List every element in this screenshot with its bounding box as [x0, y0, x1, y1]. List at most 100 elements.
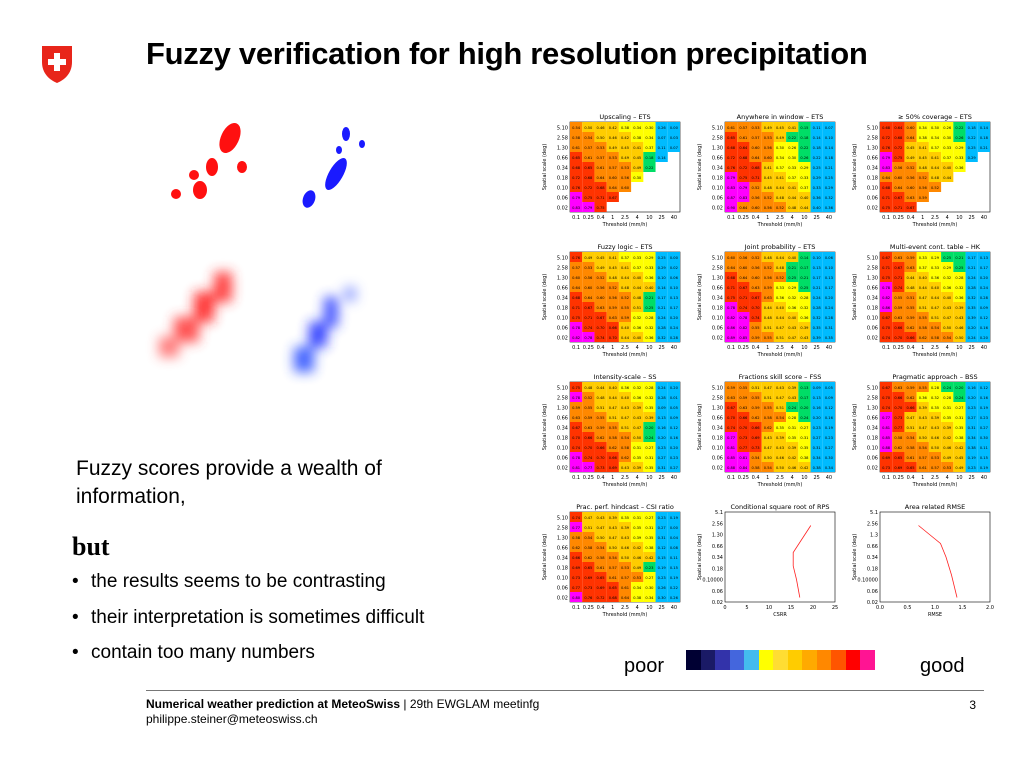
legend-swatch [816, 650, 831, 670]
score-cell-value: 0.46 [955, 326, 964, 330]
y-axis-label: Spatial scale (deg) [697, 274, 703, 321]
y-tick-label: 0.66 [712, 156, 723, 162]
score-cell [953, 302, 966, 312]
y-tick-label: 2.58 [867, 396, 878, 402]
score-cell-value: 0.64 [894, 126, 903, 130]
score-cell-value: 0.20 [800, 406, 809, 410]
score-cell-value: 0.75 [597, 206, 605, 210]
score-cell [916, 262, 929, 272]
score-cell [594, 132, 607, 142]
score-cell [892, 132, 905, 142]
score-cell-value: 0.26 [943, 126, 952, 130]
score-cell [618, 442, 632, 452]
score-cell [618, 542, 632, 552]
x-tick-label: 4 [636, 215, 639, 221]
score-cell-value: 0.49 [943, 456, 952, 460]
score-cell [822, 172, 835, 182]
y-tick-label: 5.10 [712, 386, 723, 392]
x-tick-label: 1 [611, 345, 614, 351]
score-cell-value: 0.75 [584, 196, 592, 200]
y-tick-label: 0.02 [557, 206, 568, 212]
score-cell-value: 0.24 [788, 406, 797, 410]
score-cell-value: 0.41 [764, 166, 772, 170]
score-cell-value: 0.76 [572, 186, 581, 190]
score-cell [737, 162, 750, 172]
score-cell [941, 252, 954, 262]
x-tick-label: 25 [658, 475, 664, 481]
score-cell [892, 162, 905, 172]
score-cell [810, 262, 823, 272]
score-cell [655, 132, 668, 142]
score-cell [977, 132, 990, 142]
score-cell-value: 0.55 [584, 406, 592, 410]
score-cell [570, 582, 583, 592]
score-cell-value: 0.67 [894, 196, 902, 200]
score-cell-value: 0.56 [764, 206, 773, 210]
bullet-item: the results seems to be contrasting [72, 570, 424, 606]
score-cell-value: 0.81 [727, 446, 735, 450]
score-cell-value: 0.13 [800, 386, 808, 390]
score-cell-value: 0.73 [584, 586, 592, 590]
score-cell-value: 0.13 [670, 296, 678, 300]
score-cell [606, 132, 619, 142]
score-cell-value: 0.48 [621, 286, 630, 290]
score-cell [737, 172, 750, 182]
score-cell [798, 382, 811, 392]
score-cell [594, 412, 607, 422]
score-cell-value: 0.64 [572, 286, 581, 290]
score-cell-value: 0.36 [919, 396, 928, 400]
score-cell-value: 0.72 [584, 186, 592, 190]
score-cell [916, 302, 929, 312]
score-cell-value: 0.69 [572, 566, 581, 570]
score-cell [810, 412, 823, 422]
score-cell-value: 0.68 [572, 296, 581, 300]
score-cell-value: 0.17 [800, 266, 808, 270]
score-cell [594, 382, 607, 392]
y-tick-label: 1.30 [557, 276, 568, 282]
score-cell [880, 292, 893, 302]
x-tick-label: 0.4 [597, 605, 605, 611]
score-cell [725, 162, 738, 172]
score-cell-value: 0.52 [931, 186, 939, 190]
score-cell-value: 0.42 [800, 466, 808, 470]
y-tick-label: 0.18 [867, 436, 878, 442]
footer-line: Numerical weather prediction at MeteoSwi… [146, 697, 539, 711]
x-tick-label: 4 [636, 475, 639, 481]
score-cell-value: 0.28 [813, 306, 822, 310]
legend-swatch [773, 650, 788, 670]
score-cell [667, 512, 680, 522]
score-cell-value: 0.20 [670, 446, 679, 450]
score-cell [618, 252, 632, 262]
score-cell-value: 0.34 [645, 596, 654, 600]
score-cell [655, 322, 668, 332]
score-cell [786, 172, 799, 182]
score-cell-value: 0.67 [727, 406, 735, 410]
score-cell [582, 582, 595, 592]
score-cell-value: 0.66 [907, 336, 916, 340]
score-cell [892, 452, 905, 462]
score-cell [725, 332, 738, 342]
score-cell-value: 0.37 [788, 176, 796, 180]
x-axis-label: Threshold (mm/h) [757, 482, 803, 488]
score-cell [631, 332, 644, 342]
score-cell [798, 462, 811, 472]
score-cell [594, 442, 607, 452]
score-cell-value: 0.43 [776, 446, 784, 450]
score-cell [892, 272, 905, 282]
score-cell-value: 0.23 [670, 456, 678, 460]
score-cell-value: 0.65 [907, 466, 915, 470]
score-cell-value: 0.14 [658, 286, 667, 290]
score-cell-value: 0.32 [633, 316, 641, 320]
score-cell [570, 382, 583, 392]
score-cell [904, 192, 917, 202]
score-cell [582, 302, 595, 312]
score-cell-value: 0.25 [943, 256, 951, 260]
score-cell [977, 422, 990, 432]
score-cell [594, 262, 607, 272]
x-tick-label: 25 [968, 475, 974, 481]
score-cell [582, 532, 595, 542]
score-cell [773, 272, 787, 282]
score-cell [618, 522, 632, 532]
score-cell-value: 0.13 [980, 256, 988, 260]
score-cell-value: 0.77 [727, 436, 735, 440]
